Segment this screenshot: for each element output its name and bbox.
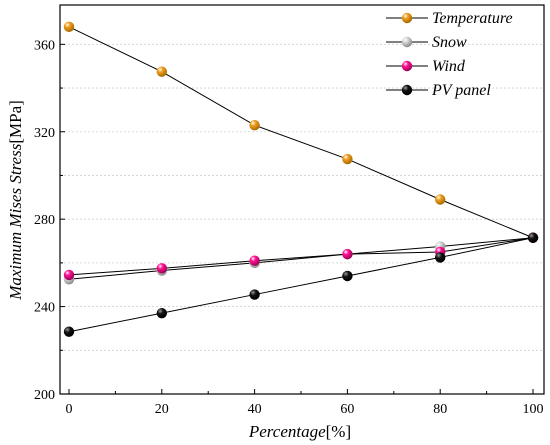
legend-marker	[401, 84, 413, 96]
x-tick-label: 100	[523, 402, 544, 417]
x-tick-label: 80	[433, 402, 447, 417]
x-tick-label: 60	[340, 402, 354, 417]
x-tick-label: 40	[248, 402, 262, 417]
legend-marker	[401, 12, 413, 24]
legend-label: Wind	[432, 58, 466, 75]
x-tick-label: 0	[66, 402, 73, 417]
y-axis: 200 240 280 320 360	[34, 38, 65, 403]
y-axis-title: Maximum Mises Stress[MPa]	[6, 100, 25, 301]
data-point	[156, 66, 167, 77]
data-point	[342, 270, 353, 282]
y-tick-label: 360	[34, 38, 55, 53]
series-line-snow	[68, 237, 534, 280]
x-axis-title: Percentage[%]	[248, 422, 351, 441]
plot-frame	[59, 4, 545, 395]
legend: Temperature Snow Wind PV panel	[386, 10, 513, 99]
legend-marker	[401, 60, 413, 72]
series-line-wind	[68, 237, 534, 276]
data-point	[156, 263, 167, 274]
legend-label: Snow	[432, 34, 467, 51]
legend-label: Temperature	[432, 10, 513, 27]
legend-marker	[401, 36, 413, 48]
data-point	[342, 153, 353, 165]
data-point	[249, 255, 260, 266]
data-point	[63, 21, 75, 33]
y-tick-label: 200	[34, 388, 55, 403]
data-point	[527, 232, 539, 243]
legend-label: PV panel	[431, 82, 491, 99]
data-point	[63, 269, 75, 281]
data-point	[63, 326, 75, 337]
data-point	[156, 307, 167, 319]
x-axis: 0 20 40 60 80 100	[66, 389, 544, 417]
y-tick-label: 240	[34, 301, 55, 316]
series-line-temperature	[68, 26, 534, 239]
x-tick-label: 20	[155, 402, 169, 417]
data-point	[249, 119, 260, 131]
data-point	[435, 194, 446, 205]
y-tick-label: 320	[34, 126, 55, 141]
y-tick-label: 280	[34, 213, 55, 228]
series-group	[63, 21, 539, 337]
grid-lines	[60, 43, 544, 351]
data-point	[249, 289, 260, 300]
series-line-pv-panel	[68, 237, 534, 333]
data-point	[342, 248, 353, 260]
data-point	[435, 252, 446, 263]
